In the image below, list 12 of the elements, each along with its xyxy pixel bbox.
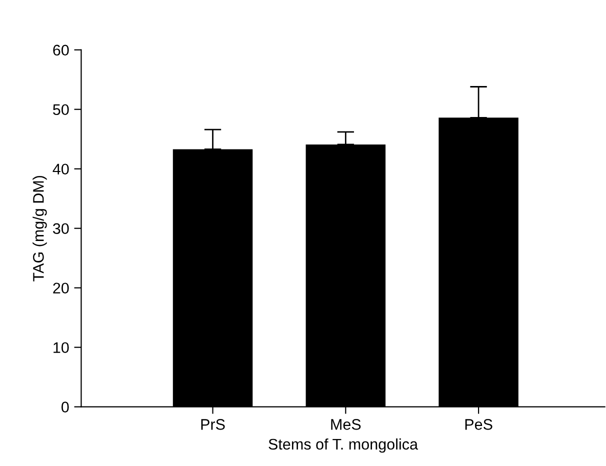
y-tick-label: 50 <box>53 104 69 116</box>
y-tick-label: 60 <box>53 44 69 56</box>
x-tick-label: MeS <box>331 419 361 430</box>
x-tick-label: PeS <box>465 419 492 430</box>
y-tick-label: 10 <box>54 342 69 354</box>
y-tick-label: 30 <box>52 223 69 234</box>
y-tick-label: 20 <box>53 282 69 294</box>
y-tick-label: 40 <box>52 164 69 175</box>
y-tick-label: 0 <box>62 402 69 413</box>
x-axis-title: Stems of T. mongolica <box>268 438 418 453</box>
x-tick-label: PrS <box>201 419 225 430</box>
y-axis-title: TAG (mg/g DM) <box>32 176 47 282</box>
